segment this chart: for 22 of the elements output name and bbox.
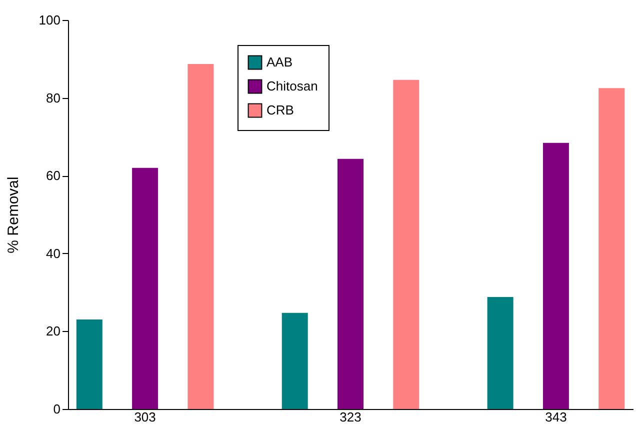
bar [76,320,102,409]
y-tick-label: 60 [46,168,60,184]
bar [188,64,214,409]
bar [598,88,625,409]
y-tick-label: 40 [46,246,60,261]
y-tick-label: 80 [46,90,60,106]
bar [393,80,420,409]
y-tick-label: 20 [46,324,60,339]
x-tick-label: 303 [134,410,156,424]
bar [338,158,364,409]
legend-label: Chitosan [266,78,318,94]
x-tick-label: 343 [545,410,567,424]
bar [132,168,158,409]
bar [282,312,308,409]
bar [487,296,514,409]
x-tick-label: 323 [340,410,362,424]
bar [542,142,569,409]
y-tick-label: 0 [53,402,60,416]
y-axis-title: % Removal [4,176,22,254]
y-tick-label: 100 [38,12,60,28]
legend-label: AAB [266,54,293,70]
legend-label: CRB [266,102,294,118]
